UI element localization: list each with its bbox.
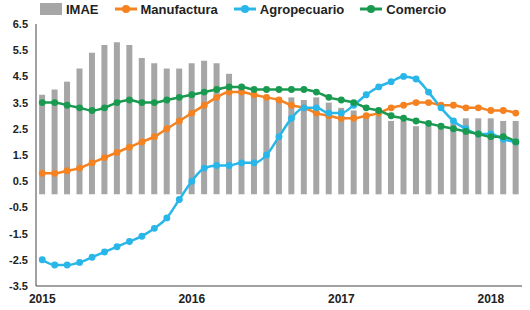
svg-text:1.5: 1.5 xyxy=(13,149,28,161)
svg-text:-2.5: -2.5 xyxy=(9,254,28,266)
html-text:Manufactura: Manufactura xyxy=(140,1,218,17)
svg-text:5.5: 5.5 xyxy=(13,44,28,56)
html-text:Agropecuario: Agropecuario xyxy=(259,1,345,17)
svg-text:4.5: 4.5 xyxy=(13,70,28,82)
svg-text:2017: 2017 xyxy=(328,292,355,306)
svg-text:6.5: 6.5 xyxy=(13,18,28,30)
svg-text:2.5: 2.5 xyxy=(13,123,28,135)
svg-text:-3.5: -3.5 xyxy=(9,280,28,292)
html-text:Comercio: Comercio xyxy=(386,1,447,17)
svg-text:-1.5: -1.5 xyxy=(9,228,28,240)
svg-text:2018: 2018 xyxy=(477,292,504,306)
svg-text:0.5: 0.5 xyxy=(13,175,28,187)
svg-text:3.5: 3.5 xyxy=(13,97,28,109)
svg-text:2015: 2015 xyxy=(29,292,56,306)
svg-text:-0.5: -0.5 xyxy=(9,201,28,213)
html-text:IMAE: IMAE xyxy=(66,1,99,17)
svg-text:2016: 2016 xyxy=(178,292,205,306)
